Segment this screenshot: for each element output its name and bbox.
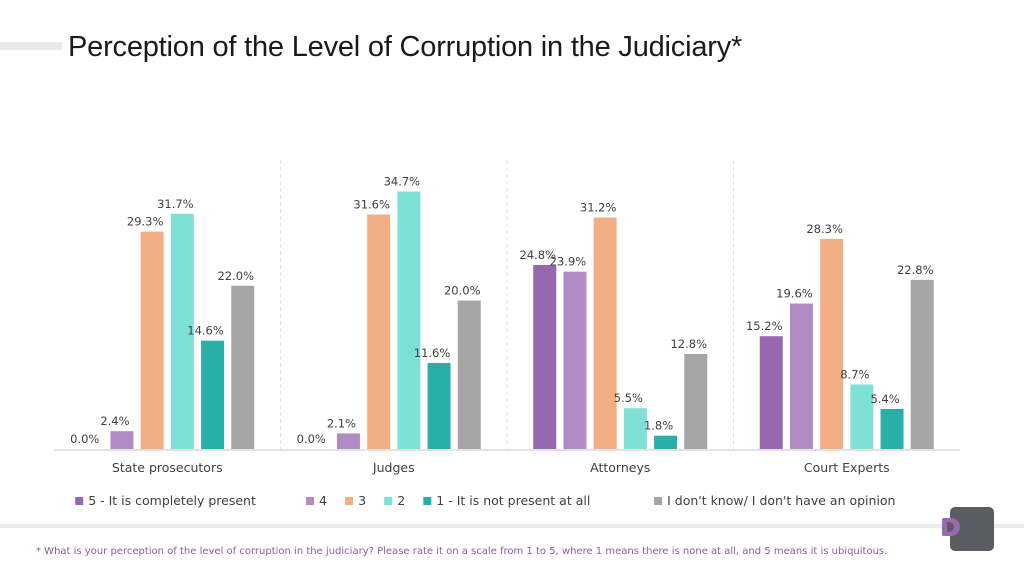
- legend-swatch: [75, 497, 84, 505]
- bar-attorneys-3: [593, 217, 617, 449]
- legend-label: 1 - It is not present at all: [436, 493, 590, 508]
- bar-court-experts-2: [850, 384, 874, 449]
- bar-attorneys-2: [623, 408, 647, 449]
- bottom-band: [0, 524, 1024, 528]
- bar-court-experts-i-don-t-know-i-don-t-have-an-opinion: [910, 279, 934, 449]
- data-label: 1.8%: [644, 419, 673, 433]
- data-label: 0.0%: [70, 432, 99, 446]
- category-label: Judges: [372, 460, 415, 475]
- bar-state-prosecutors-i-don-t-know-i-don-t-have-an-opinion: [231, 285, 255, 449]
- legend-swatch: [384, 497, 393, 505]
- category-label: Attorneys: [590, 460, 650, 475]
- data-label: 23.9%: [550, 255, 587, 269]
- data-label: 31.2%: [580, 200, 617, 214]
- bar-state-prosecutors-1-it-is-not-present-at-all: [201, 340, 225, 449]
- bar-attorneys-4: [563, 271, 587, 449]
- legend-swatch: [654, 497, 663, 505]
- data-label: 19.6%: [776, 287, 813, 301]
- bar-judges-2: [397, 191, 421, 449]
- category-label: Court Experts: [804, 460, 890, 475]
- data-label: 0.0%: [297, 432, 326, 446]
- data-label: 22.8%: [897, 263, 934, 277]
- legend-swatch: [306, 497, 314, 505]
- data-label: 20.0%: [444, 284, 481, 298]
- data-label: 22.0%: [217, 269, 254, 283]
- bar-judges-i-don-t-know-i-don-t-have-an-opinion: [457, 300, 481, 449]
- page-title: Perception of the Level of Corruption in…: [68, 31, 743, 63]
- bar-judges-3: [367, 214, 391, 449]
- data-label: 34.7%: [384, 175, 421, 189]
- data-label: 28.3%: [806, 222, 843, 236]
- bar-state-prosecutors-3: [140, 231, 164, 449]
- legend-swatch: [423, 497, 432, 505]
- bar-state-prosecutors-4: [110, 431, 134, 449]
- data-label: 12.8%: [670, 337, 707, 351]
- category-label: State prosecutors: [112, 460, 223, 475]
- logo-mark: [942, 518, 960, 536]
- legend-label: 3: [358, 493, 366, 508]
- data-label: 2.4%: [100, 414, 129, 428]
- legend-label: 2: [397, 493, 405, 508]
- data-label: 11.6%: [414, 346, 451, 360]
- data-label: 14.6%: [187, 324, 224, 338]
- data-label: 15.2%: [746, 319, 783, 333]
- bar-court-experts-1-it-is-not-present-at-all: [880, 408, 904, 449]
- bar-court-experts-5-it-is-completely-present: [759, 336, 783, 449]
- data-label: 24.8%: [519, 248, 556, 262]
- legend-label: I don't know/ I don't have an opinion: [667, 493, 895, 508]
- data-label: 31.7%: [157, 197, 194, 211]
- data-label: 5.5%: [614, 391, 643, 405]
- bar-judges-4: [336, 433, 360, 449]
- bar-attorneys-5-it-is-completely-present: [533, 264, 557, 449]
- footnote: * What is your perception of the level o…: [36, 546, 888, 557]
- data-label: 5.4%: [870, 392, 899, 406]
- data-label: 8.7%: [840, 367, 869, 381]
- data-label: 2.1%: [327, 416, 356, 430]
- data-label: 31.6%: [353, 198, 390, 212]
- legend-label: 5 - It is completely present: [88, 493, 256, 508]
- top-accent-bar: [0, 42, 62, 50]
- bar-attorneys-1-it-is-not-present-at-all: [654, 435, 678, 449]
- bar-attorneys-i-don-t-know-i-don-t-have-an-opinion: [684, 354, 708, 449]
- bar-court-experts-3: [820, 239, 844, 449]
- bar-state-prosecutors-2: [170, 213, 194, 449]
- legend-swatch: [345, 497, 354, 505]
- bar-judges-1-it-is-not-present-at-all: [427, 362, 451, 449]
- bar-court-experts-4: [789, 303, 813, 449]
- legend-label: 4: [319, 493, 327, 508]
- data-label: 29.3%: [127, 215, 164, 229]
